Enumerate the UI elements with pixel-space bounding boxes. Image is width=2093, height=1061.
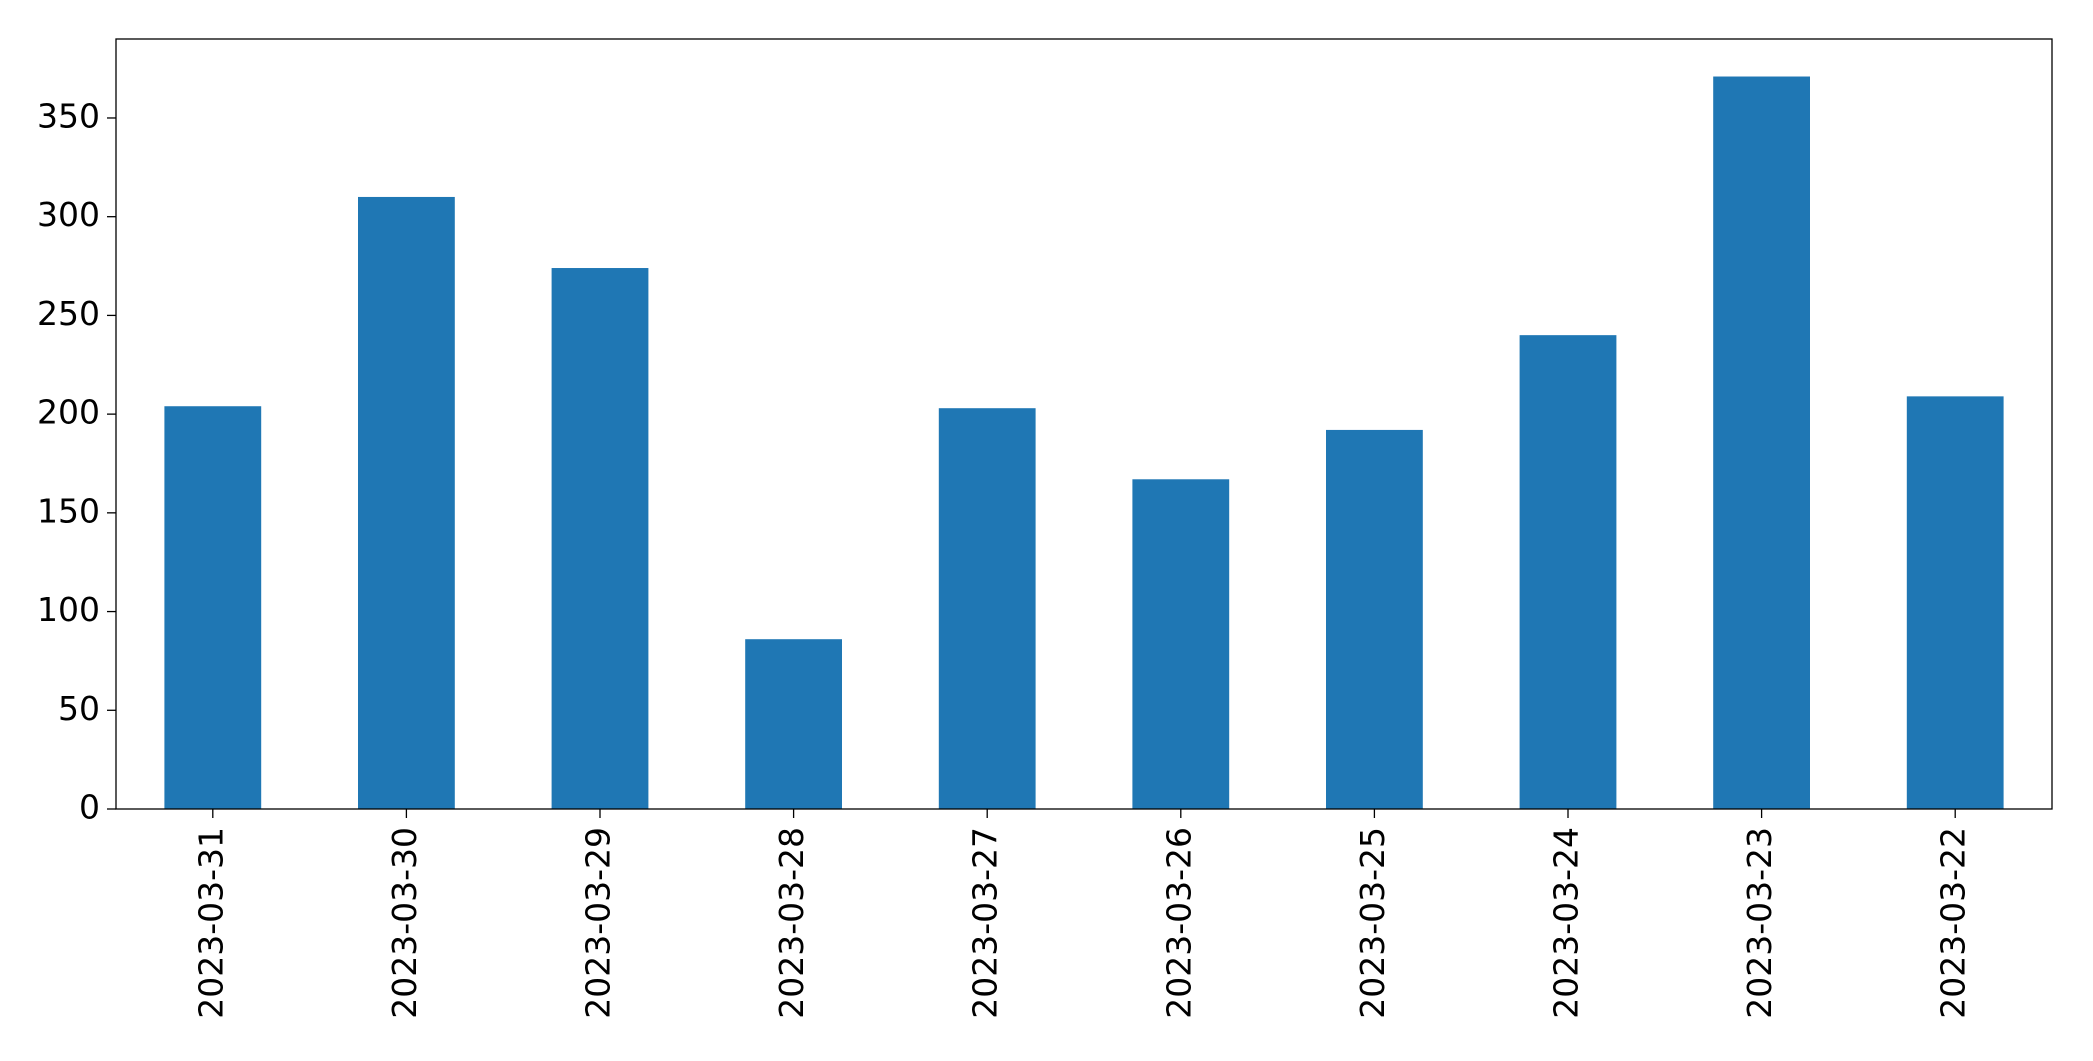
bar <box>745 639 842 809</box>
bar <box>938 408 1036 809</box>
x-tick-label: 2023-03-28 <box>772 827 811 1019</box>
x-tick-label: 2023-03-30 <box>385 827 424 1019</box>
x-tick-label: 2023-03-23 <box>1740 827 1779 1019</box>
x-tick-label: 2023-03-26 <box>1159 827 1198 1019</box>
y-tick-label: 100 <box>37 590 100 629</box>
y-tick-label: 300 <box>37 195 100 234</box>
x-tick-label: 2023-03-29 <box>579 827 618 1019</box>
bar <box>1326 429 1423 809</box>
x-tick-label: 2023-03-31 <box>191 827 230 1019</box>
y-tick-label: 250 <box>37 294 100 333</box>
y-tick-label: 350 <box>37 96 100 135</box>
y-tick-label: 150 <box>37 491 100 530</box>
y-tick-label: 50 <box>58 689 100 728</box>
y-tick-label: 200 <box>37 393 100 432</box>
bar <box>358 196 455 809</box>
x-tick-label: 2023-03-22 <box>1934 827 1973 1019</box>
plot-frame <box>115 38 2053 810</box>
bar <box>1906 396 2004 809</box>
bar <box>1132 479 1230 809</box>
y-tick-label: 0 <box>79 788 100 827</box>
bar <box>164 406 262 809</box>
x-tick-label: 2023-03-24 <box>1547 827 1586 1019</box>
bar <box>1519 335 1617 809</box>
x-tick-label: 2023-03-25 <box>1353 827 1392 1019</box>
bar <box>1713 76 1810 809</box>
x-tick-label: 2023-03-27 <box>966 827 1005 1019</box>
bar <box>551 268 649 809</box>
